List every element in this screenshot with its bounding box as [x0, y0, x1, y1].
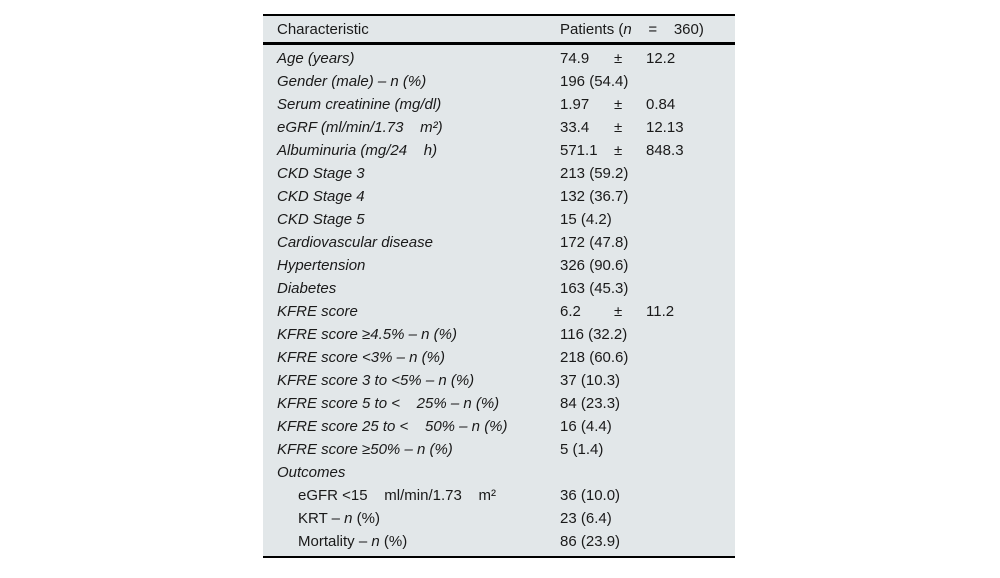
row-label: Diabetes — [277, 280, 337, 297]
table-row-cardiovascular-disease: Cardiovascular disease 172 (47.8) — [263, 231, 735, 254]
row-label: eGFR <15 ml/min/1.73 m² — [298, 487, 496, 504]
table-row-egrf: eGRF (ml/min/1.73 m²) 33.4 ±12.13 — [263, 116, 735, 139]
table-row-ckd-stage-3: CKD Stage 3 213 (59.2) — [263, 162, 735, 185]
row-value: 15 (4.2) — [560, 211, 612, 228]
table-row-ckd-stage-4: CKD Stage 4 132 (36.7) — [263, 185, 735, 208]
row-label: Mortality – n (%) — [298, 533, 408, 550]
row-label: Serum creatinine (mg/dl) — [277, 96, 442, 113]
row-value: 1.97 ±0.84 — [560, 96, 676, 113]
row-label: KRT – n (%) — [298, 510, 380, 527]
table-row-kfre-ge-4-5: KFRE score ≥4.5% – n (%) 116 (32.2) — [263, 323, 735, 346]
plus-minus-sign: ± — [614, 96, 623, 113]
table-row-krt: KRT – n (%) 23 (6.4) — [263, 507, 735, 530]
row-value: 163 (45.3) — [560, 280, 629, 297]
row-label: Outcomes — [277, 464, 346, 481]
patient-characteristics-table: Characteristic Patients (n = 360) Age (y… — [263, 14, 735, 558]
plus-minus-sign: ± — [614, 50, 623, 67]
row-value: 196 (54.4) — [560, 73, 629, 90]
row-value: 84 (23.3) — [560, 395, 621, 412]
row-value: 213 (59.2) — [560, 165, 629, 182]
plus-minus-sign: ± — [614, 119, 623, 136]
row-value: 74.9 ±12.2 — [560, 50, 676, 67]
row-label: KFRE score ≥4.5% – n (%) — [277, 326, 457, 343]
row-value: 33.4 ±12.13 — [560, 119, 684, 136]
row-value: 16 (4.4) — [560, 418, 612, 435]
table-row-age: Age (years) 74.9 ±12.2 — [263, 47, 735, 70]
row-label: KFRE score 3 to <5% – n (%) — [277, 372, 475, 389]
row-label: Gender (male) – n (%) — [277, 73, 427, 90]
row-value: 116 (32.2) — [560, 326, 628, 343]
row-label: Hypertension — [277, 257, 366, 274]
row-value: 218 (60.6) — [560, 349, 629, 366]
table-row-hypertension: Hypertension 326 (90.6) — [263, 254, 735, 277]
table-row-albuminuria: Albuminuria (mg/24 h) 571.1 ±848.3 — [263, 139, 735, 162]
row-value: 571.1 ±848.3 — [560, 142, 684, 159]
row-label: Albuminuria (mg/24 h) — [277, 142, 438, 159]
table-row-egfr-lt-15: eGFR <15 ml/min/1.73 m² 36 (10.0) — [263, 484, 735, 507]
plus-minus-sign: ± — [614, 303, 623, 320]
header-characteristic: Characteristic — [277, 20, 369, 38]
table-row-mortality: Mortality – n (%) 86 (23.9) — [263, 530, 735, 553]
table-row-ckd-stage-5: CKD Stage 5 15 (4.2) — [263, 208, 735, 231]
row-label: CKD Stage 4 — [277, 188, 365, 205]
row-label: CKD Stage 3 — [277, 165, 365, 182]
row-label: KFRE score — [277, 303, 358, 320]
header-patients: Patients (n = 360) — [560, 20, 704, 38]
row-value: 86 (23.9) — [560, 533, 621, 550]
table-row-kfre-25-to-50: KFRE score 25 to < 50% – n (%) 16 (4.4) — [263, 415, 735, 438]
row-label: KFRE score ≥50% – n (%) — [277, 441, 453, 458]
plus-minus-sign: ± — [614, 142, 623, 159]
table-row-kfre-3-to-5: KFRE score 3 to <5% – n (%) 37 (10.3) — [263, 369, 735, 392]
row-value: 36 (10.0) — [560, 487, 621, 504]
table-row-kfre-5-to-25: KFRE score 5 to < 25% – n (%) 84 (23.3) — [263, 392, 735, 415]
row-value: 172 (47.8) — [560, 234, 629, 251]
row-value: 326 (90.6) — [560, 257, 629, 274]
table-body: Age (years) 74.9 ±12.2 Gender (male) – n … — [263, 45, 735, 556]
table-row-kfre-lt-3: KFRE score <3% – n (%) 218 (60.6) — [263, 346, 735, 369]
n-italic: n — [371, 533, 380, 550]
row-value: 132 (36.7) — [560, 188, 629, 205]
row-value: 6.2 ±11.2 — [560, 303, 675, 320]
row-label: KFRE score 25 to < 50% – n (%) — [277, 418, 508, 435]
row-value: 5 (1.4) — [560, 441, 604, 458]
header-n-italic: n — [623, 20, 632, 38]
table-header: Characteristic Patients (n = 360) — [263, 16, 735, 45]
table-row-gender: Gender (male) – n (%) 196 (54.4) — [263, 70, 735, 93]
row-label: KFRE score <3% – n (%) — [277, 349, 445, 366]
table-row-kfre-ge-50: KFRE score ≥50% – n (%) 5 (1.4) — [263, 438, 735, 461]
row-label: Age (years) — [277, 50, 355, 67]
table-row-kfre-score: KFRE score 6.2 ±11.2 — [263, 300, 735, 323]
row-label: KFRE score 5 to < 25% – n (%) — [277, 395, 500, 412]
row-label: CKD Stage 5 — [277, 211, 365, 228]
row-label: eGRF (ml/min/1.73 m²) — [277, 119, 443, 136]
row-value: 37 (10.3) — [560, 372, 621, 389]
row-value: 23 (6.4) — [560, 510, 612, 527]
n-italic: n — [344, 510, 353, 527]
table-row-outcomes-heading: Outcomes — [263, 461, 735, 484]
table-row-diabetes: Diabetes 163 (45.3) — [263, 277, 735, 300]
row-label: Cardiovascular disease — [277, 234, 433, 251]
table-row-serum-creatinine: Serum creatinine (mg/dl) 1.97 ±0.84 — [263, 93, 735, 116]
